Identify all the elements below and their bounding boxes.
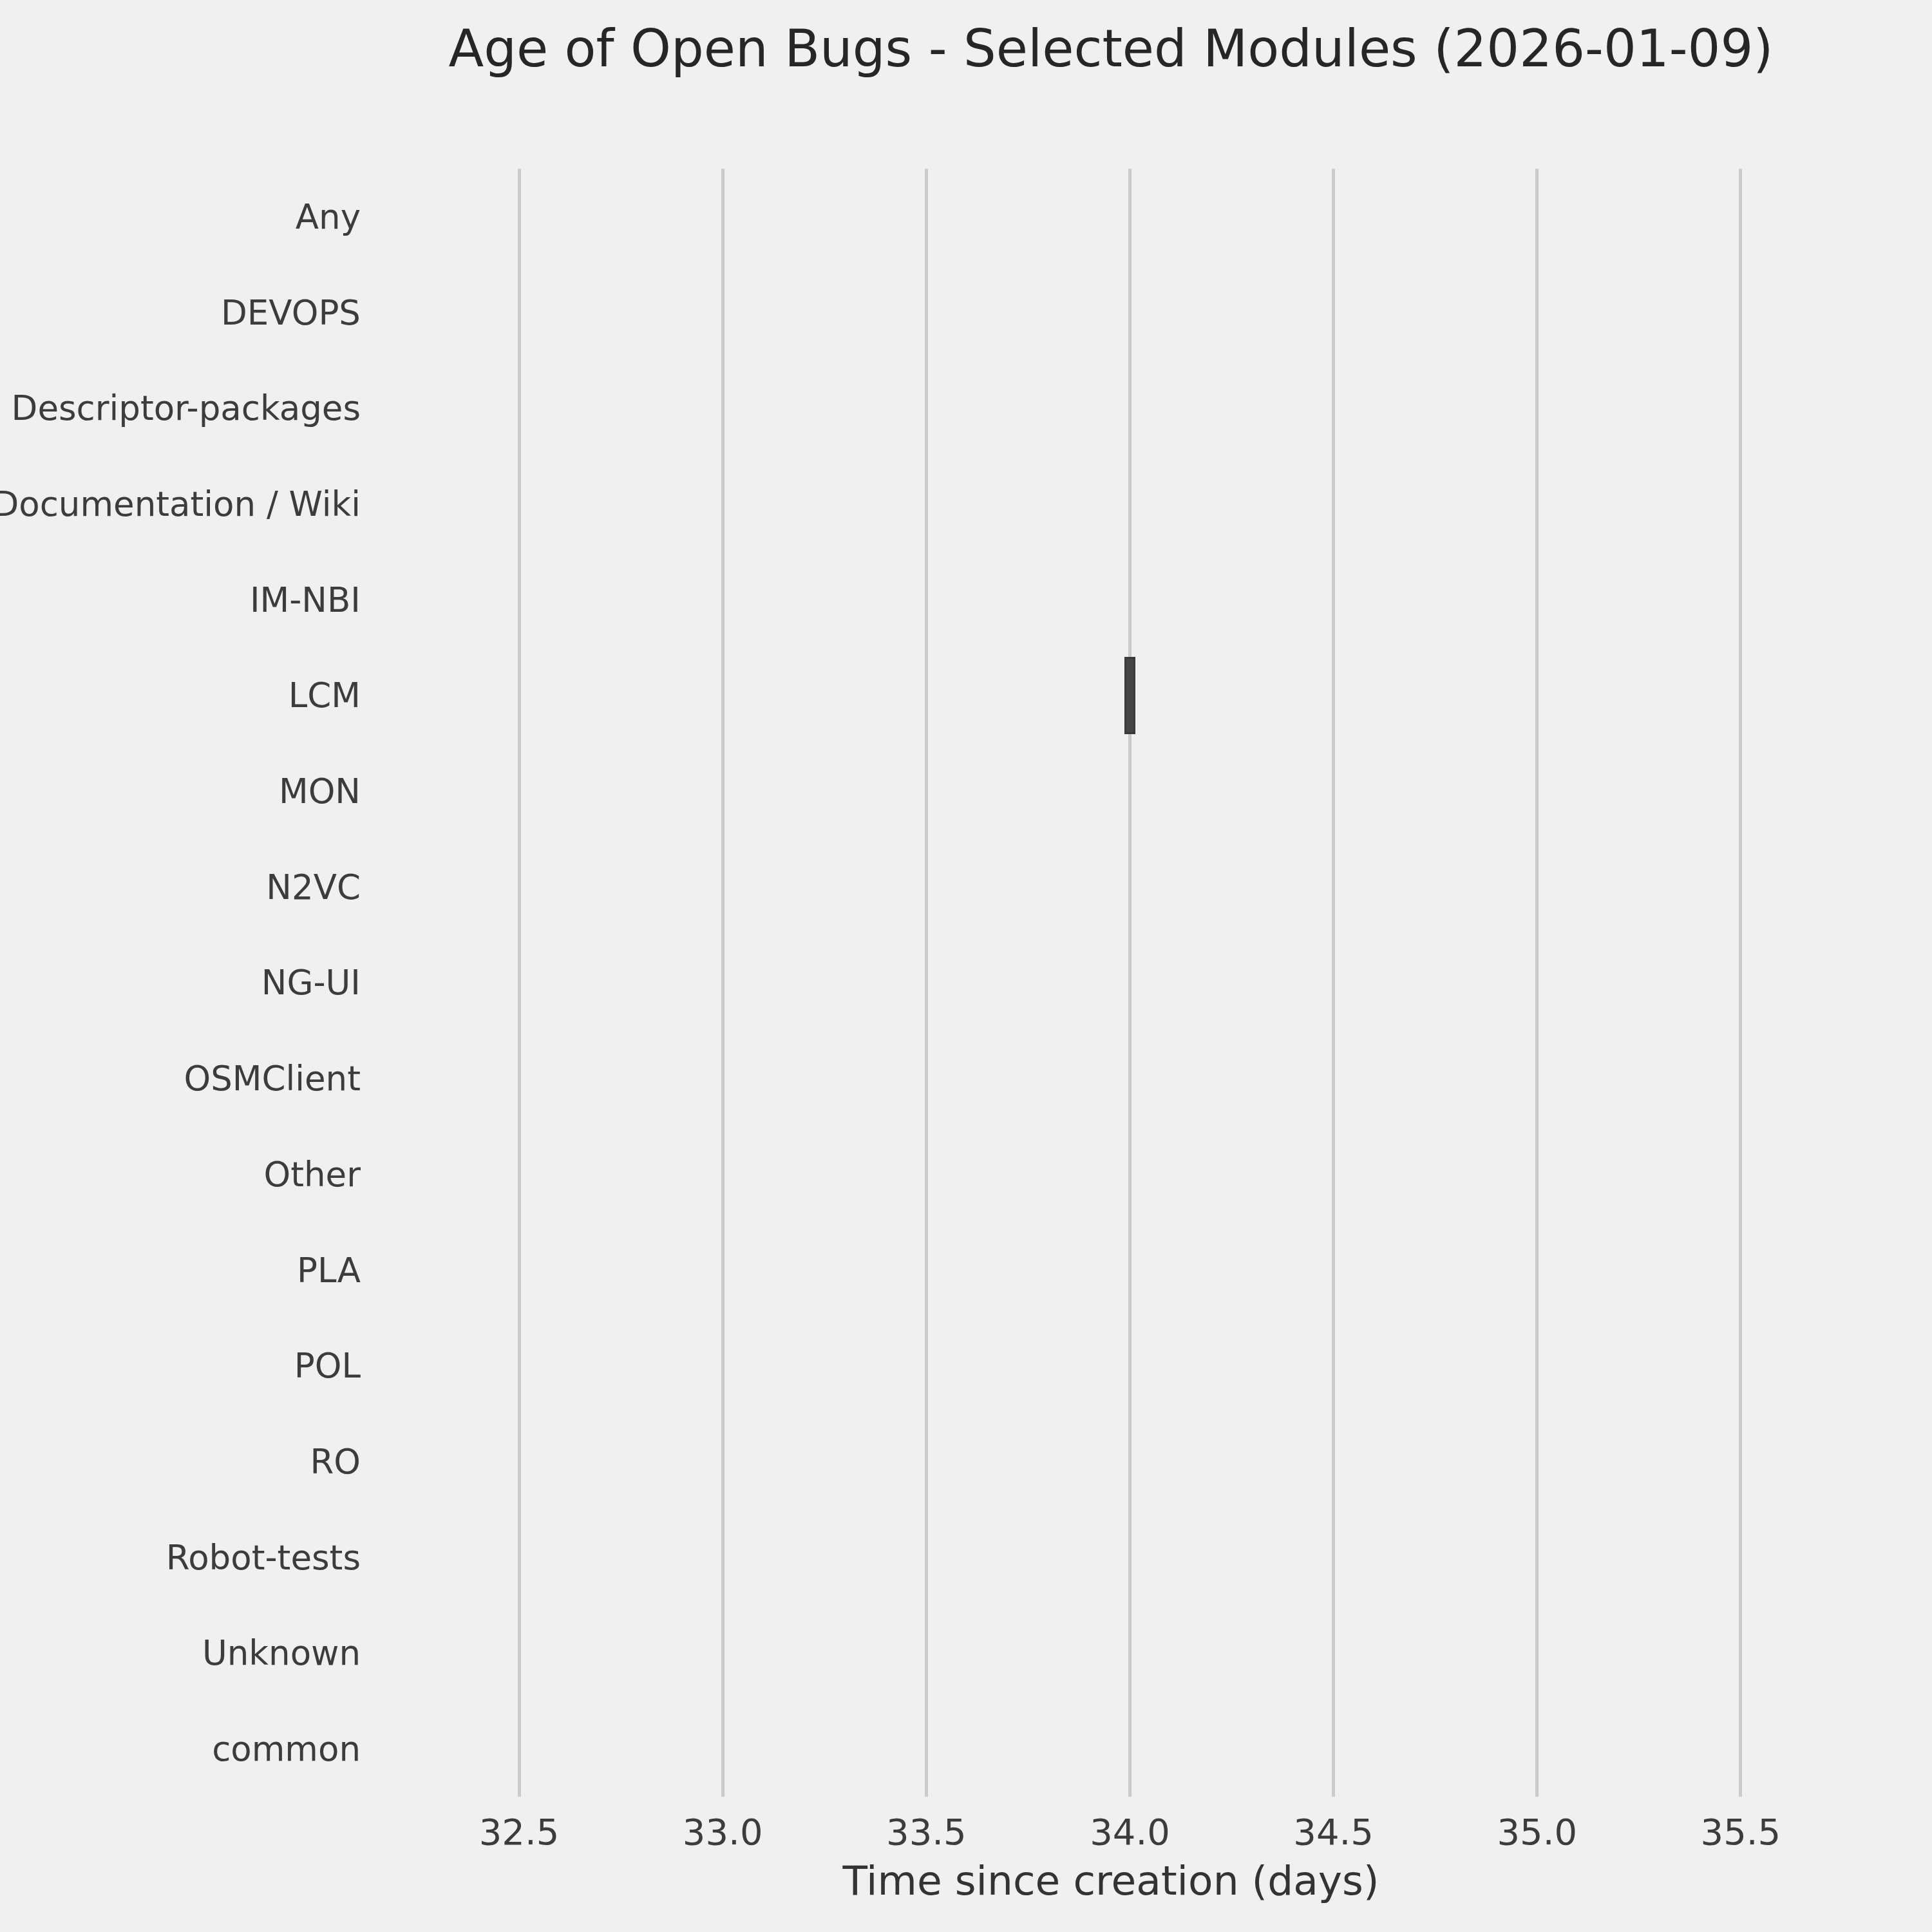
y-axis-label: Unknown — [0, 1605, 361, 1701]
y-axis-label: NG-UI — [0, 935, 361, 1031]
gridline-cell — [417, 169, 621, 1797]
y-axis-label: MON — [0, 743, 361, 839]
y-axis-label: LCM — [0, 648, 361, 744]
chart-title: Age of Open Bugs - Selected Modules (202… — [380, 19, 1842, 79]
gridline — [1128, 169, 1132, 1797]
y-axis-label: common — [0, 1701, 361, 1797]
y-axis-label: Robot-tests — [0, 1510, 361, 1605]
y-axis-label: RO — [0, 1414, 361, 1510]
gridlines — [417, 169, 1842, 1797]
gridline — [721, 169, 724, 1797]
chart-figure: Age of Open Bugs - Selected Modules (202… — [0, 0, 1932, 1932]
y-axis-label: Documentation / Wiki — [0, 456, 361, 552]
y-axis-label: Descriptor-packages — [0, 360, 361, 456]
y-axis-label: Any — [0, 169, 361, 265]
gridline — [518, 169, 521, 1797]
x-tick-label: 35.0 — [1435, 1811, 1639, 1856]
y-axis-label: DEVOPS — [0, 265, 361, 361]
y-axis-labels: Any DEVOPS Descriptor-packages Documenta… — [0, 169, 361, 1797]
gridline-cell — [621, 169, 824, 1797]
x-tick-label: 34.0 — [1028, 1811, 1231, 1856]
gridline — [925, 169, 928, 1797]
gridline-cell — [1028, 169, 1231, 1797]
x-axis-ticks: 32.5 33.0 33.5 34.0 34.5 35.0 35.5 — [417, 1811, 1842, 1856]
y-axis-label: Other — [0, 1126, 361, 1222]
x-tick-label: 33.0 — [621, 1811, 824, 1856]
x-tick-label: 32.5 — [417, 1811, 621, 1856]
x-tick-label: 35.5 — [1639, 1811, 1842, 1856]
gridline-cell — [1435, 169, 1639, 1797]
y-axis-label: OSMClient — [0, 1030, 361, 1126]
y-axis-label: POL — [0, 1318, 361, 1414]
gridline-cell — [1232, 169, 1435, 1797]
plot-area — [417, 169, 1842, 1797]
y-axis-label: IM-NBI — [0, 552, 361, 648]
y-axis-label: PLA — [0, 1222, 361, 1318]
boxplot-box-lcm — [1124, 657, 1135, 734]
gridline-cell — [1639, 169, 1842, 1797]
x-tick-label: 34.5 — [1232, 1811, 1435, 1856]
x-axis-label: Time since creation (days) — [380, 1857, 1842, 1904]
gridline — [1332, 169, 1335, 1797]
gridline — [1535, 169, 1539, 1797]
gridline — [1739, 169, 1742, 1797]
gridline-cell — [824, 169, 1028, 1797]
y-axis-label: N2VC — [0, 839, 361, 935]
x-tick-label: 33.5 — [824, 1811, 1028, 1856]
